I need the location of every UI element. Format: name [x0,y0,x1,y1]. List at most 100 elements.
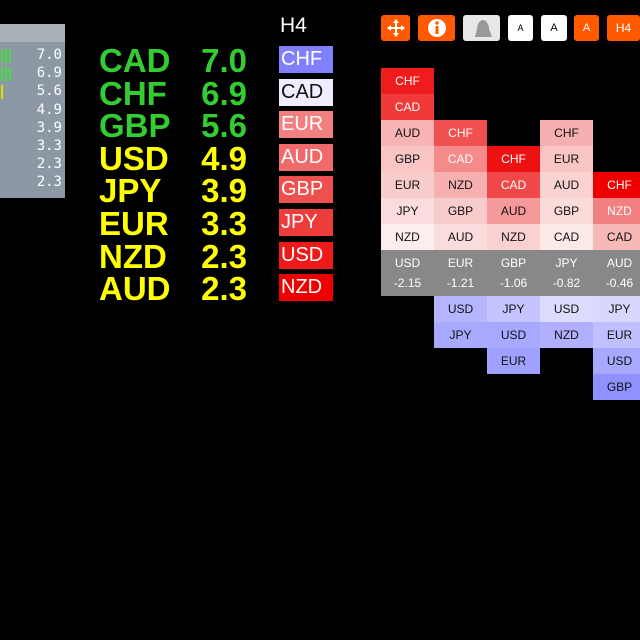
level-bar [5,49,7,63]
info-button[interactable] [418,15,455,41]
rank-box: CAD [279,78,333,106]
level-bar [1,49,3,63]
matrix-cell: AUD [381,120,434,146]
score-cell [540,250,593,296]
toolbar-button[interactable]: A [541,15,567,41]
score-currency: JPY [555,256,578,270]
matrix-cell: NZD [593,198,640,224]
rank-box: EUR [279,111,333,139]
score-cell [381,250,434,296]
level-bar [9,49,11,63]
matrix-cell: CHF [434,120,487,146]
matrix-cell: AUD [487,198,540,224]
alert-button[interactable] [463,15,500,41]
matrix-cell: USD [434,296,487,322]
currency-name: CAD [99,42,171,79]
rank-box: USD [279,241,333,269]
rank-box: CHF [279,46,333,73]
currency-name: JPY [99,172,162,210]
score-currency: AUD [606,256,633,270]
panel-value: 6.9 [36,65,62,82]
level-bar [1,85,3,100]
level-bar [1,67,3,82]
info-icon [427,19,446,37]
score-value: -0.46 [605,276,634,290]
currency-name: CHF [99,74,167,112]
matrix-cell: CAD [540,224,593,250]
currency-strength: 7.0 [201,42,247,79]
toolbar-button[interactable]: A [574,15,599,41]
rank-box: AUD [279,143,333,171]
rank-box: JPY [279,209,333,236]
matrix-cell: EUR [540,146,593,172]
matrix-cell: EUR [593,322,640,348]
move-button[interactable] [381,15,410,41]
matrix-cell: USD [593,348,640,374]
matrix-cell: CAD [381,94,434,120]
matrix-cell: USD [540,296,593,322]
matrix-cell: JPY [593,296,640,322]
currency-name: NZD [99,237,167,275]
toolbar-button[interactable]: A [508,15,533,41]
currency-strength: 2.3 [201,270,247,308]
matrix-cell: CAD [434,146,487,172]
score-value: -1.21 [446,276,475,290]
currency-name: AUD [99,270,171,308]
panel-value: 4.9 [36,101,62,118]
currency-name: EUR [99,205,169,242]
timeframe-label: H4 [280,14,307,37]
matrix-cell: EUR [381,172,434,198]
matrix-cell: NZD [487,224,540,250]
level-bar [9,67,11,82]
panel-value: 7.0 [36,47,62,63]
score-cell [434,250,487,296]
panel-value: 2.3 [36,174,62,191]
currency-strength: 5.6 [201,107,247,145]
matrix-cell: NZD [540,322,593,348]
score-cell [593,250,640,296]
panel-value: 5.6 [36,83,62,100]
matrix-cell: GBP [381,146,434,172]
matrix-cell: CHF [381,68,434,94]
currency-name: GBP [99,107,171,145]
score-value: -1.06 [499,276,528,290]
currency-strength: 2.3 [201,237,247,275]
score-cell [487,250,540,296]
matrix-cell: NZD [381,224,434,250]
matrix-cell: NZD [434,172,487,198]
score-currency: GBP [500,256,527,270]
matrix-cell: EUR [487,348,540,374]
panel-value: 3.9 [36,119,62,136]
panel-value: 2.3 [36,156,62,173]
move-icon [386,19,405,37]
rank-box: GBP [279,176,333,204]
score-currency: USD [394,256,421,270]
currency-strength: 3.3 [201,205,247,242]
toolbar-button[interactable]: H4 [607,15,640,41]
score-value: -2.15 [393,276,422,290]
currency-strength: 6.9 [201,74,247,112]
matrix-cell: JPY [381,198,434,224]
matrix-cell: CAD [487,172,540,198]
bell-icon [474,20,492,37]
matrix-cell: AUD [540,172,593,198]
matrix-cell: GBP [593,374,640,400]
currency-strength: 3.9 [201,172,247,210]
currency-name: USD [99,139,169,177]
matrix-cell: AUD [434,224,487,250]
rank-box: NZD [279,274,333,302]
matrix-cell: JPY [434,322,487,348]
currency-strength: 4.9 [201,139,247,177]
matrix-cell: USD [487,322,540,348]
score-currency: EUR [447,256,474,270]
score-value: -0.82 [552,276,581,290]
panel-value: 3.3 [36,138,62,154]
matrix-cell: CHF [487,146,540,172]
matrix-cell: GBP [540,198,593,224]
matrix-cell: CAD [593,224,640,250]
matrix-cell: CHF [540,120,593,146]
matrix-cell: GBP [434,198,487,224]
matrix-cell: CHF [593,172,640,198]
panel-header [0,24,65,42]
